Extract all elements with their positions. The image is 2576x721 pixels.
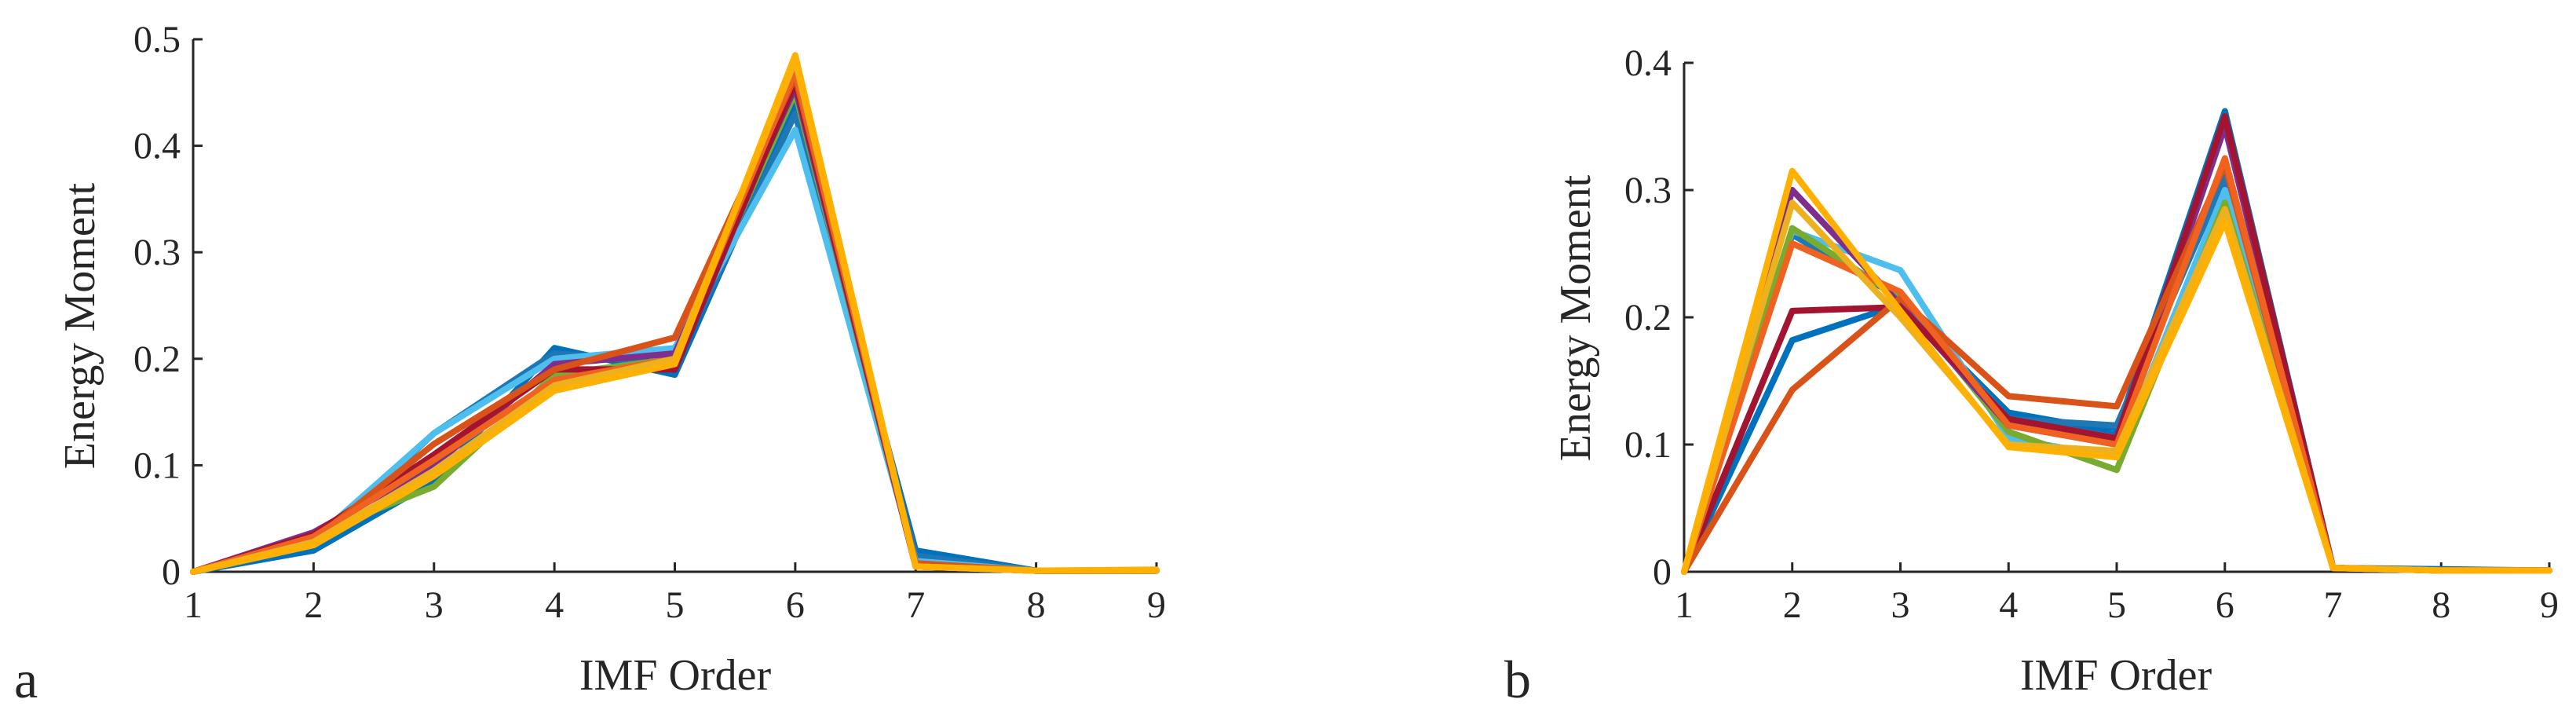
panel-b: b IMF Order Energy Moment 1 2 3 4 5 6 7 8 9 0 0.1 0…	[1504, 42, 2559, 709]
series-line-6	[190, 79, 1160, 575]
x-tick-label: 6	[786, 584, 805, 626]
panel-b-y-axis-label: Energy Moment	[1551, 174, 1600, 461]
series-line-5	[190, 84, 1160, 575]
x-tick-label: 9	[1147, 584, 1166, 626]
y-tick-label: 0.4	[133, 126, 181, 167]
panel-b-letter: b	[1504, 650, 1531, 709]
series-line-8	[190, 68, 1160, 575]
y-tick-label: 0	[162, 551, 181, 593]
series-line-4	[1681, 199, 2552, 575]
x-tick-label: 8	[2432, 584, 2450, 626]
series-line-8	[1681, 155, 2552, 575]
y-tick-label: 0.5	[133, 19, 181, 60]
series-line-1	[1681, 108, 2552, 575]
y-tick-label: 0.2	[1624, 297, 1672, 339]
x-tick-label: 7	[906, 584, 925, 626]
series-line-7	[190, 73, 1160, 575]
x-tick-label: 2	[1783, 584, 1802, 626]
x-tick-label: 4	[545, 584, 564, 626]
panel-a: a IMF Order Energy Moment 1 2 3 4 5 6 7 8 9 0 0.1 0…	[14, 19, 1166, 709]
series-line-9	[190, 57, 1160, 575]
y-tick-label: 0.2	[133, 339, 181, 380]
series-line-5	[1681, 123, 2552, 575]
panel-b-x-axis-label: IMF Order	[2020, 651, 2212, 700]
y-tick-label: 0.4	[1624, 42, 1672, 84]
series-line-6	[1681, 113, 2552, 575]
x-tick-label: 7	[2324, 584, 2343, 626]
y-tick-label: 0	[1653, 551, 1672, 593]
x-tick-label: 1	[1675, 584, 1694, 626]
x-tick-label: 9	[2540, 584, 2559, 626]
x-tick-label: 6	[2216, 584, 2234, 626]
x-tick-label: 8	[1027, 584, 1046, 626]
x-tick-label: 5	[666, 584, 685, 626]
x-tick-label: 5	[2107, 584, 2126, 626]
y-tick-label: 0.1	[1624, 424, 1672, 466]
y-tick-label: 0.3	[1624, 170, 1672, 211]
panel-a-letter: a	[14, 650, 38, 709]
y-tick-label: 0.3	[133, 232, 181, 273]
series-line-9	[1681, 199, 2552, 575]
x-tick-label: 3	[425, 584, 444, 626]
x-tick-label: 3	[1891, 584, 1910, 626]
x-tick-label: 2	[304, 584, 323, 626]
series-line-10	[1681, 167, 2552, 575]
panel-a-x-axis-label: IMF Order	[579, 651, 772, 700]
x-tick-label: 1	[184, 584, 203, 626]
series-line-10	[190, 52, 1160, 575]
panel-a-y-axis-label: Energy Moment	[56, 182, 104, 469]
x-tick-label: 4	[1999, 584, 2018, 626]
y-tick-label: 0.1	[133, 445, 181, 486]
